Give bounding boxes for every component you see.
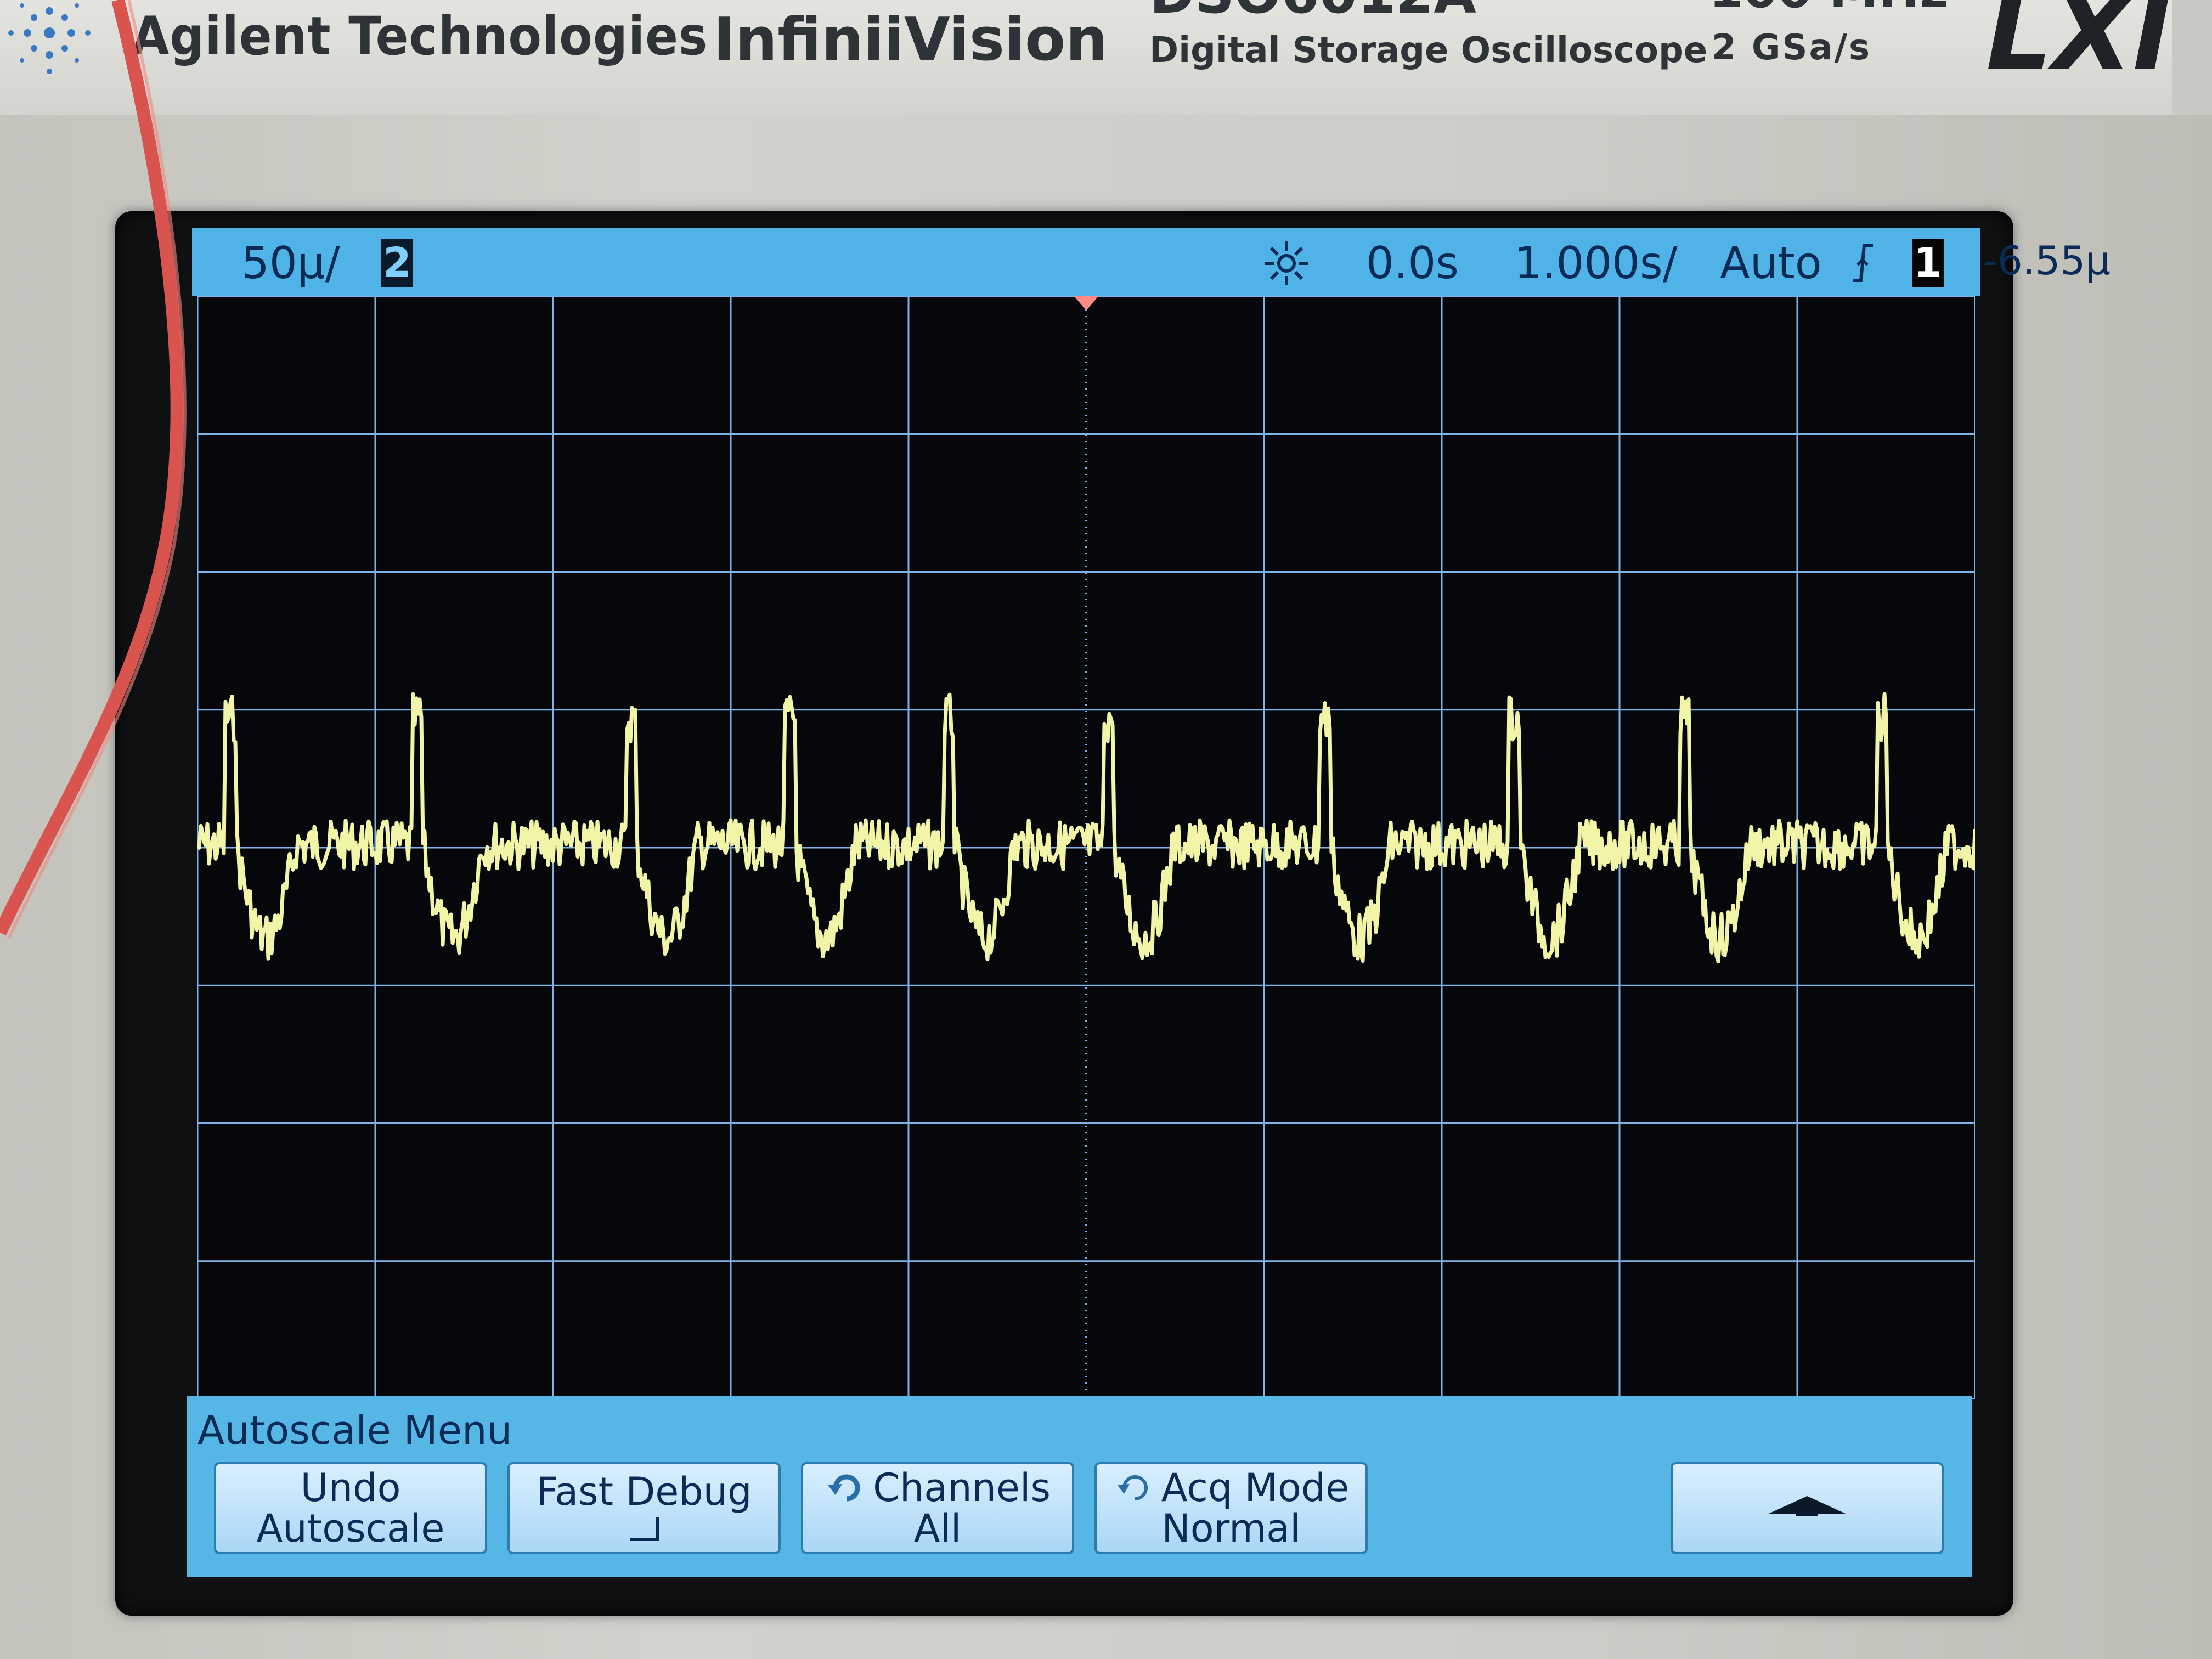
acq-mode-value: Normal: [1161, 1506, 1301, 1551]
up-arrow-icon: [1769, 1496, 1846, 1516]
checkbox-icon: [630, 1517, 659, 1541]
time-base: 1.000s/: [1514, 238, 1678, 289]
channel2-scale: 50μ/: [241, 238, 340, 289]
undo-autoscale-line1: Undo: [300, 1465, 401, 1510]
channel2-indicator: 2: [381, 239, 413, 287]
front-panel-header: Agilent Technologies InfiniiVision DSO60…: [0, 0, 2172, 119]
channels-all-button[interactable]: Channels All: [801, 1462, 1074, 1554]
trigger-mode: Auto: [1720, 238, 1822, 289]
time-delay: 0.0s: [1366, 238, 1459, 289]
lxi-logo: LXI: [1986, 0, 2172, 94]
rotate-knob-icon: [1117, 1475, 1148, 1500]
menu-up-button[interactable]: [1671, 1462, 1944, 1554]
undo-autoscale-line2: Autoscale: [256, 1506, 445, 1551]
fast-debug-label: Fast Debug: [536, 1469, 752, 1514]
undo-autoscale-button[interactable]: Undo Autoscale: [214, 1462, 487, 1554]
waveform-display: [198, 296, 1975, 1399]
trigger-position-marker: [1074, 296, 1098, 311]
product-line: InfiniiVision: [713, 5, 1108, 74]
trigger-source-indicator: 1: [1912, 239, 1944, 287]
status-bar: 50μ/ 2 0.0s 1.000s/ Auto 1 -6.55μ: [192, 228, 2111, 296]
waveform-grid-and-trace: [198, 296, 1975, 1399]
channels-value: All: [913, 1506, 962, 1551]
company-name: Agilent Technologies: [132, 5, 708, 67]
sample-rate-label: 2 GSa/s: [1712, 27, 1872, 68]
fast-debug-button[interactable]: Fast Debug: [507, 1462, 781, 1554]
channels-label: Channels: [873, 1465, 1051, 1510]
acq-mode-label: Acq Mode: [1161, 1465, 1350, 1510]
acq-mode-button[interactable]: Acq Mode Normal: [1094, 1462, 1368, 1554]
bandwidth-label: 100 MHz: [1709, 0, 1948, 19]
menu-title: Autoscale Menu: [198, 1407, 512, 1453]
rotate-knob-icon: [828, 1474, 860, 1502]
instrument-description: Digital Storage Oscilloscope: [1149, 30, 1708, 71]
agilent-spark-logo-icon: [8, 3, 91, 74]
model-number: DSO6012A: [1149, 0, 1476, 26]
trigger-level: -6.55μ: [1983, 238, 2111, 284]
rising-edge-icon: [1853, 244, 1873, 282]
softkey-menu: Autoscale Menu Undo Autoscale Fast Debug…: [187, 1396, 1972, 1577]
channel2-waveform-trace: [198, 692, 1975, 964]
sun-icon: [1265, 241, 1308, 285]
